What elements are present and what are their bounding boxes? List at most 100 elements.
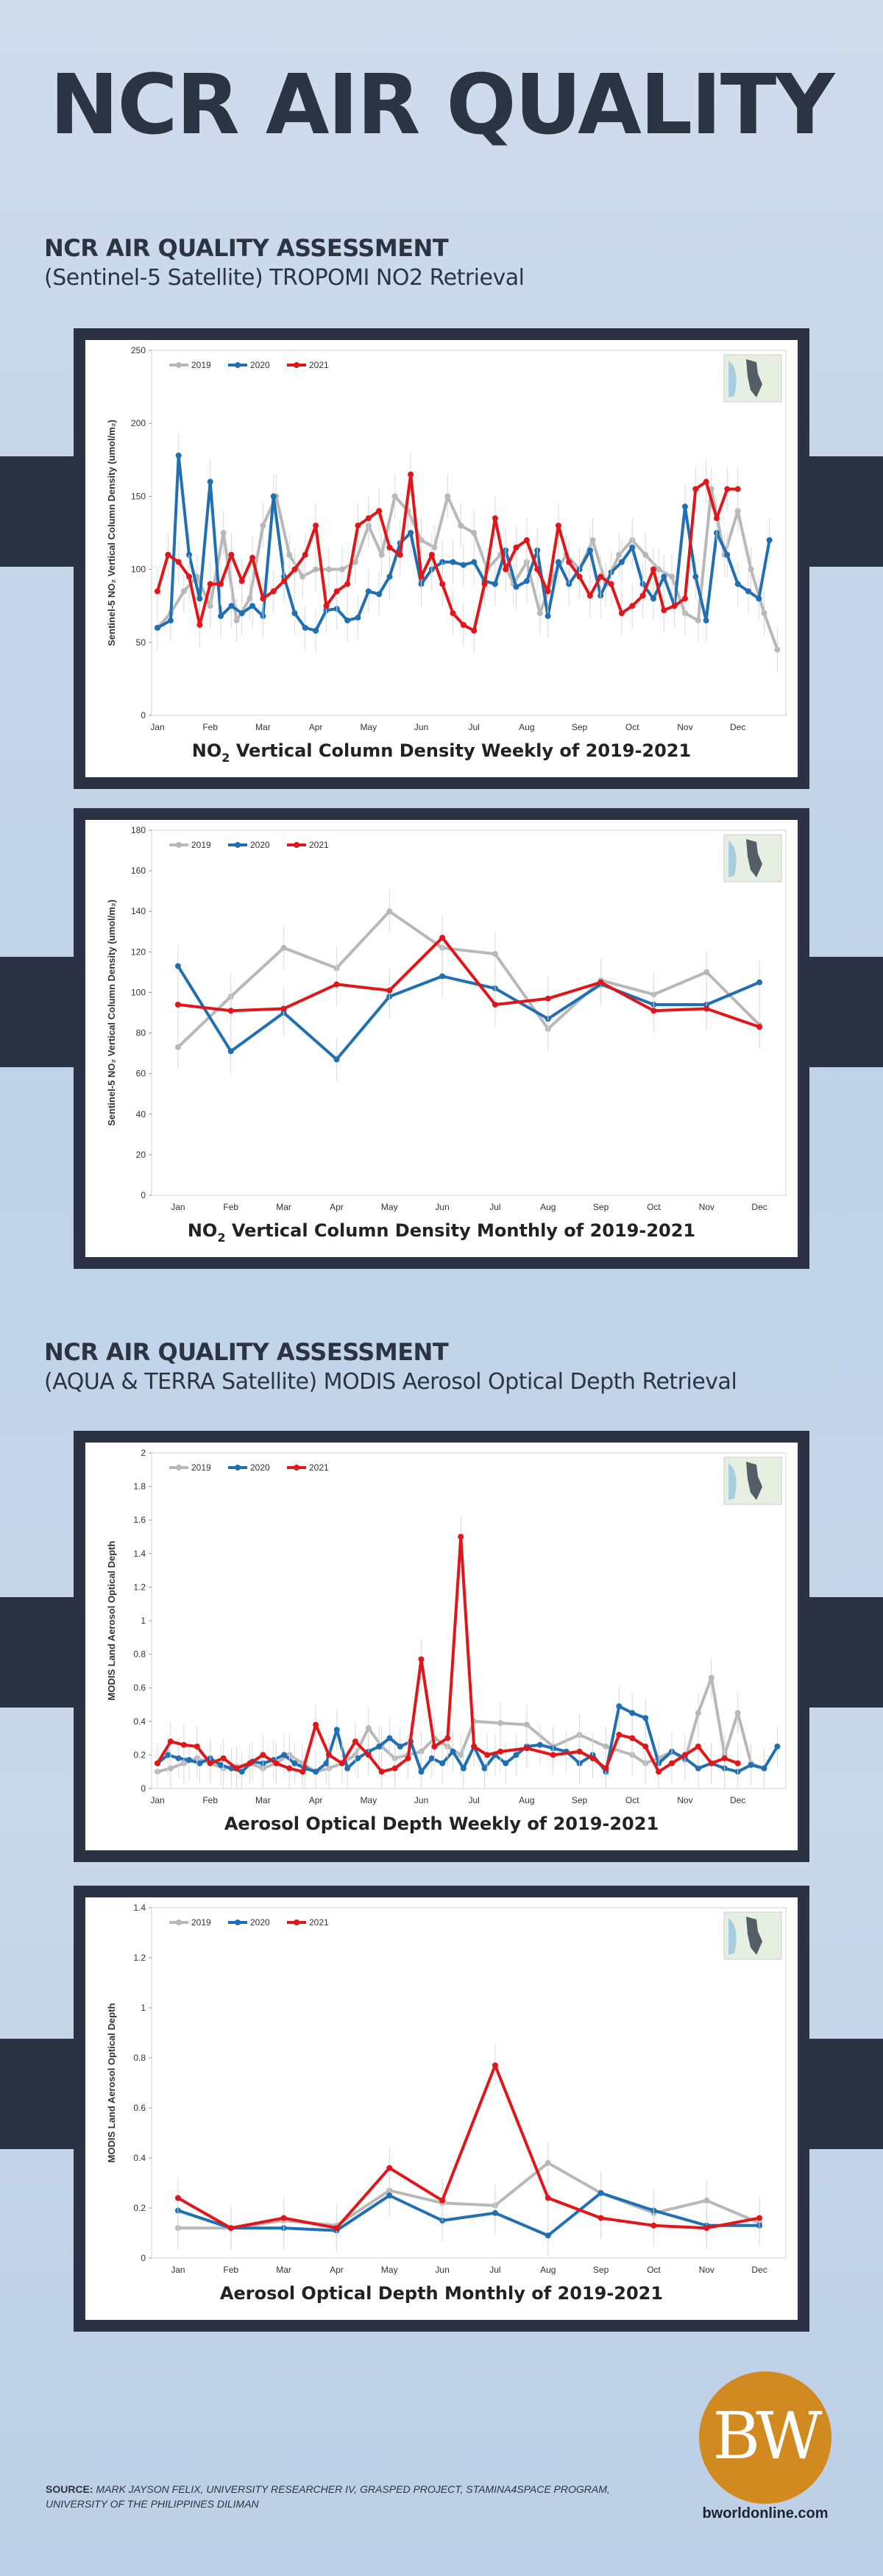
data-point-2020	[238, 1769, 245, 1775]
data-point-2021	[703, 1005, 710, 1012]
data-point-2020	[302, 624, 308, 631]
data-point-2019	[386, 908, 393, 915]
bay-shape	[728, 1918, 737, 1955]
data-point-2021	[220, 1755, 227, 1761]
legend-label: 2019	[191, 840, 211, 850]
data-point-2020	[629, 1710, 636, 1716]
x-tick-label: May	[381, 1202, 398, 1212]
legend-marker	[176, 1919, 182, 1925]
data-point-2020	[207, 478, 213, 485]
data-point-2021	[597, 2215, 604, 2221]
bw-logo: BW	[699, 2371, 831, 2504]
x-tick-label: Sep	[593, 2265, 609, 2275]
data-point-2019	[497, 1720, 504, 1727]
section-no2-header: NCR AIR QUALITY ASSESSMENT (Sentinel-5 S…	[44, 234, 854, 291]
data-point-2021	[650, 2222, 657, 2229]
legend-label: 2020	[250, 1917, 270, 1928]
data-point-2021	[286, 1765, 293, 1772]
x-tick-label: Sep	[572, 1795, 588, 1805]
data-point-2020	[196, 1760, 203, 1766]
data-point-2021	[302, 551, 308, 558]
x-tick-label: Feb	[223, 1202, 238, 1212]
x-tick-label: Mar	[255, 1795, 271, 1805]
bay-shape	[728, 1463, 737, 1500]
data-point-2019	[734, 1710, 741, 1716]
data-point-2021	[669, 1760, 675, 1766]
data-point-2020	[218, 613, 224, 620]
y-tick-label: 50	[136, 637, 146, 648]
data-point-2021	[313, 1722, 319, 1728]
data-point-2020	[428, 1755, 435, 1761]
data-point-2021	[397, 551, 403, 558]
data-point-2021	[703, 2225, 710, 2232]
data-point-2020	[249, 603, 256, 609]
x-tick-label: Jun	[414, 722, 428, 732]
y-tick-label: 0.8	[133, 1649, 146, 1660]
data-point-2021	[326, 1752, 333, 1758]
x-tick-label: Nov	[699, 1202, 714, 1212]
legend-marker	[235, 1465, 241, 1471]
data-point-2019	[703, 969, 710, 975]
data-point-2021	[616, 1732, 623, 1738]
data-point-2021	[207, 581, 213, 587]
data-point-2021	[458, 1534, 464, 1540]
data-point-2019	[589, 537, 596, 543]
legend-label: 2019	[191, 360, 211, 370]
section-subheading: (AQUA & TERRA Satellite) MODIS Aerosol O…	[44, 1369, 737, 1395]
data-point-2021	[661, 607, 667, 614]
chart-aod-monthly: 0 0.2 0.4 0.6 0.8 1 1.2 1.4 Jan Feb Mar Apr May Jun Ju…	[106, 1903, 787, 2304]
data-point-2021	[608, 581, 614, 587]
data-point-2021	[545, 2195, 551, 2201]
y-tick-label: 0.4	[133, 1716, 146, 1727]
source-note: SOURCE: MARK JAYSON FELIX, UNIVERSITY RE…	[46, 2482, 634, 2511]
y-tick-label: 1.4	[133, 1549, 146, 1559]
data-point-2021	[323, 603, 330, 609]
data-point-2020	[761, 1765, 767, 1772]
x-tick-label: Aug	[519, 722, 534, 732]
data-point-2021	[227, 2225, 234, 2232]
data-point-2020	[724, 551, 731, 558]
legend-label: 2021	[309, 360, 329, 370]
data-point-2020	[616, 1703, 623, 1710]
series-line-2019	[156, 487, 779, 651]
data-point-2019	[603, 1744, 609, 1749]
y-tick-label: 1.8	[133, 1482, 146, 1492]
x-tick-label: Jul	[468, 1795, 479, 1805]
page-title: NCR AIR QUALITY	[49, 57, 835, 153]
data-point-2021	[492, 1001, 498, 1008]
y-axis-label: MODIS Land Aerosol Optical Depth	[106, 1540, 117, 1700]
data-point-2021	[444, 1735, 451, 1741]
data-point-2021	[227, 1008, 234, 1014]
data-point-2021	[756, 1024, 763, 1030]
data-point-2019	[708, 1674, 714, 1681]
data-point-2020	[460, 562, 467, 568]
data-point-2021	[703, 478, 709, 485]
data-point-2021	[155, 1760, 160, 1766]
y-tick-label: 0	[141, 1190, 146, 1200]
data-point-2021	[629, 1735, 636, 1741]
chart-caption: NO2 Vertical Column Density Weekly of 20…	[192, 740, 691, 765]
data-point-2019	[418, 537, 425, 543]
chart-caption: NO2 Vertical Column Density Monthly of 2…	[188, 1220, 695, 1245]
data-point-2020	[695, 1765, 701, 1772]
data-point-2019	[260, 523, 266, 529]
data-point-2020	[642, 1715, 649, 1722]
series-line-2021	[177, 936, 760, 1029]
x-tick-label: Dec	[730, 722, 745, 732]
data-point-2021	[639, 592, 646, 599]
data-point-2019	[523, 1722, 530, 1728]
data-point-2021	[450, 610, 456, 617]
data-point-2020	[756, 595, 762, 602]
source-label: SOURCE:	[46, 2483, 93, 2495]
data-point-2019	[431, 544, 438, 551]
region-shape	[746, 839, 762, 877]
series-line-2019	[177, 910, 761, 1049]
data-point-2021	[555, 523, 561, 529]
data-point-2020	[536, 1741, 543, 1748]
data-point-2021	[618, 610, 625, 617]
data-point-2020	[344, 618, 351, 624]
data-point-2021	[460, 621, 467, 628]
data-point-2021	[299, 1769, 306, 1775]
legend-label: 2019	[191, 1917, 211, 1928]
y-tick-label: 1.2	[133, 1953, 146, 1963]
